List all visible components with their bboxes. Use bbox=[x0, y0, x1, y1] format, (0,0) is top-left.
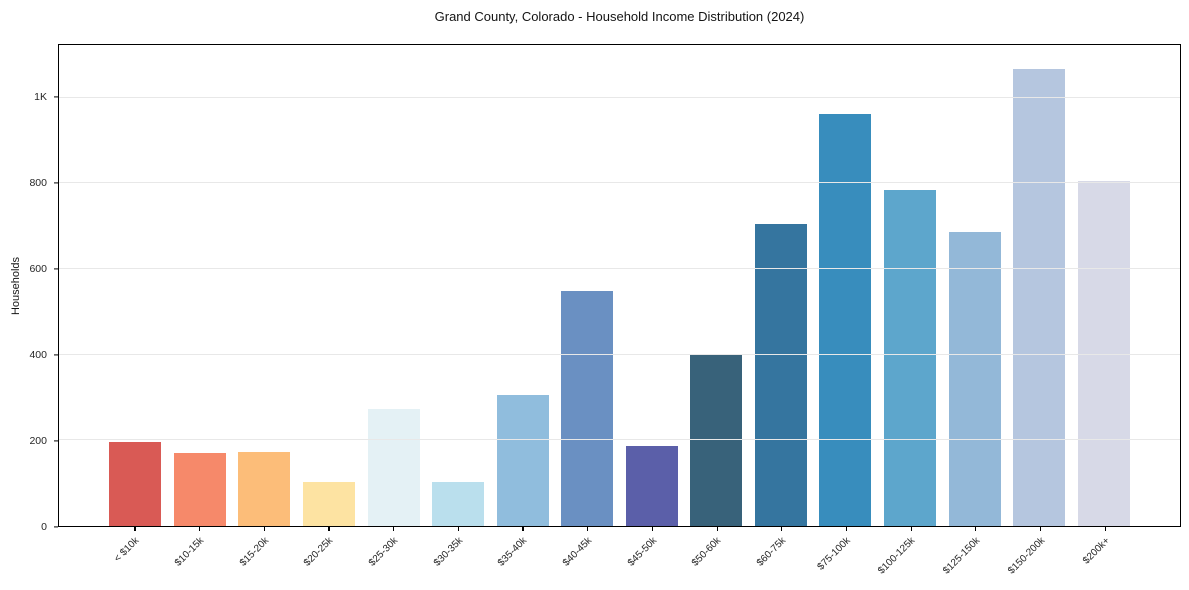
bar-slot bbox=[297, 45, 362, 526]
bar-slot bbox=[555, 45, 620, 526]
x-tick-label: $125-150k bbox=[941, 535, 983, 577]
x-tick-mark bbox=[587, 527, 589, 531]
chart-title: Grand County, Colorado - Household Incom… bbox=[434, 9, 805, 24]
x-slot: $10-15k bbox=[167, 527, 232, 589]
bar-$45-50k bbox=[625, 445, 678, 526]
bar-$50-60k bbox=[690, 355, 743, 526]
x-tick-label: $25-30k bbox=[366, 535, 401, 569]
bar-$10-15k bbox=[173, 453, 226, 526]
y-tick-mark bbox=[54, 526, 58, 528]
y-tick-label: 600 bbox=[29, 262, 47, 275]
y-tick-mark bbox=[54, 440, 58, 442]
y-tick-mark bbox=[54, 96, 58, 98]
x-tick-label: $35-40k bbox=[496, 535, 530, 569]
bar-slot bbox=[942, 45, 1007, 526]
x-tick-mark bbox=[1104, 527, 1106, 531]
bar-$20-25k bbox=[302, 481, 355, 526]
bar-$15-20k bbox=[238, 451, 291, 526]
x-tick-label: $10-15k bbox=[172, 535, 207, 569]
x-tick-label: $50-60k bbox=[690, 535, 724, 569]
y-tick-label: 0 bbox=[41, 520, 47, 533]
bar-slot bbox=[361, 45, 426, 526]
x-slot: $150-200k bbox=[1005, 527, 1073, 589]
x-tick-mark bbox=[1039, 527, 1042, 531]
x-tick-mark bbox=[910, 527, 912, 531]
x-slot: $125-150k bbox=[941, 527, 1008, 589]
x-tick-label: $30-35k bbox=[431, 535, 465, 569]
x-tick-mark bbox=[457, 527, 459, 531]
x-tick-label: $150-200k bbox=[1005, 535, 1048, 577]
bar-slot bbox=[684, 45, 749, 526]
x-tick-mark bbox=[393, 527, 395, 531]
x-tick-label: $45-50k bbox=[625, 535, 659, 569]
bar-slot bbox=[232, 45, 297, 526]
y-tick-mark bbox=[54, 354, 58, 356]
x-tick-mark bbox=[263, 527, 265, 531]
x-slot: $15-20k bbox=[231, 527, 296, 589]
bar-slot bbox=[103, 45, 168, 526]
x-slot: $75-100k bbox=[814, 527, 879, 589]
x-tick-label: $75-100k bbox=[815, 535, 853, 573]
x-slot: $40-45k bbox=[555, 527, 620, 589]
x-tick-mark bbox=[845, 527, 848, 531]
x-tick-label: $100-125k bbox=[876, 535, 918, 577]
x-slot: < $10k bbox=[102, 527, 167, 589]
x-slot: $35-40k bbox=[490, 527, 555, 589]
bars-layer bbox=[59, 45, 1180, 526]
x-slot: $50-60k bbox=[684, 527, 749, 589]
x-slot: $200k+ bbox=[1072, 527, 1137, 589]
bar-$75-100k bbox=[819, 113, 872, 526]
plot-area bbox=[58, 44, 1181, 527]
bar-$200k+ bbox=[1077, 180, 1130, 526]
bar-slot bbox=[878, 45, 943, 526]
bar-slot bbox=[620, 45, 685, 526]
x-tick-mark bbox=[975, 527, 977, 531]
x-tick-mark bbox=[651, 527, 654, 531]
y-tick-label: 1K bbox=[34, 90, 47, 103]
x-slot: $25-30k bbox=[361, 527, 426, 589]
x-slot: $45-50k bbox=[620, 527, 685, 589]
x-slot: $60-75k bbox=[749, 527, 814, 589]
bar-slot bbox=[168, 45, 233, 526]
x-tick-mark bbox=[328, 527, 330, 531]
x-tick-label: $60-75k bbox=[754, 535, 789, 569]
bar-$60-75k bbox=[754, 224, 807, 526]
bar-slot bbox=[426, 45, 491, 526]
y-tick-label: 200 bbox=[29, 434, 47, 447]
x-tick-label: $40-45k bbox=[560, 535, 595, 569]
x-slot: $30-35k bbox=[425, 527, 490, 589]
y-axis: 0 200 400 600 800 1K bbox=[0, 44, 58, 532]
x-tick-label: $15-20k bbox=[237, 535, 271, 569]
x-tick-mark bbox=[199, 527, 201, 531]
x-tick-label: $200k+ bbox=[1080, 535, 1112, 567]
bar-$35-40k bbox=[496, 395, 549, 526]
y-tick-mark bbox=[54, 268, 58, 270]
bar-slot bbox=[490, 45, 555, 526]
x-slot: $20-25k bbox=[296, 527, 361, 589]
bar-slot bbox=[813, 45, 878, 526]
x-tick-mark bbox=[781, 527, 783, 531]
bar-< $10k bbox=[109, 442, 162, 526]
x-slot: $100-125k bbox=[876, 527, 943, 589]
x-tick-label: < $10k bbox=[112, 535, 142, 565]
bar-slot bbox=[1007, 45, 1072, 526]
x-tick-label: $20-25k bbox=[302, 535, 336, 569]
bar-$25-30k bbox=[367, 408, 420, 526]
x-tick-mark bbox=[522, 527, 524, 531]
x-tick-mark bbox=[134, 527, 136, 531]
bar-$40-45k bbox=[561, 290, 614, 526]
y-tick-label: 400 bbox=[29, 348, 47, 361]
bar-$125-150k bbox=[948, 232, 1001, 526]
x-axis: < $10k $10-15k $15-20k $20-25k $25-30k $30-35… bbox=[58, 527, 1181, 589]
y-tick-label: 800 bbox=[29, 176, 47, 189]
x-tick-mark bbox=[716, 527, 718, 531]
bar-slot bbox=[749, 45, 814, 526]
bar-$100-125k bbox=[884, 190, 937, 526]
bar-$30-35k bbox=[432, 482, 485, 526]
bar-$150-200k bbox=[1013, 69, 1066, 526]
y-tick-mark bbox=[54, 182, 58, 184]
bar-slot bbox=[1071, 45, 1136, 526]
